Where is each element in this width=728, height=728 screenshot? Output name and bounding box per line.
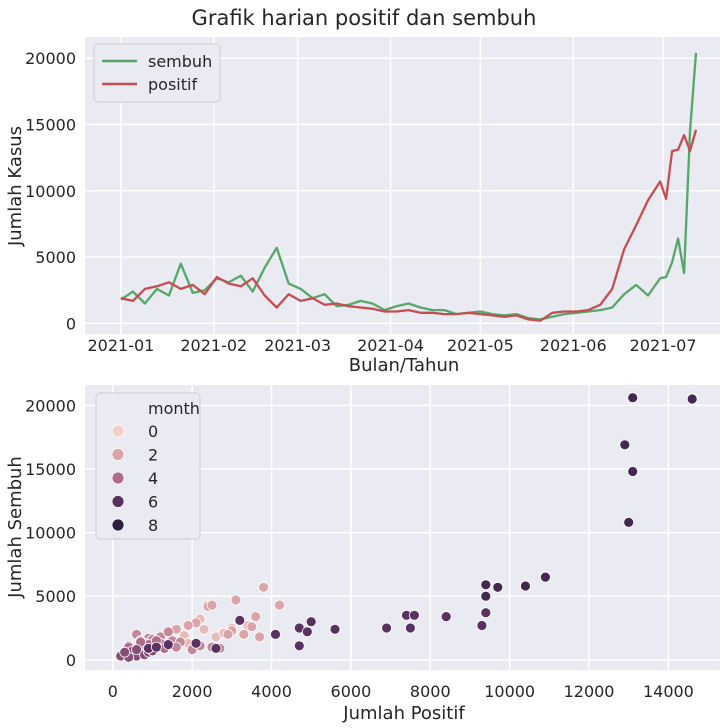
legend-swatch-month-2 <box>111 448 125 461</box>
legend-label-month-2: 2 <box>148 446 158 465</box>
scatter-point <box>238 629 250 640</box>
scatter-chart-x-label: Jumlah Positif <box>342 703 465 724</box>
scatter-point <box>230 594 242 606</box>
y-tick-label: 20000 <box>25 396 76 415</box>
scatter-point <box>381 622 393 634</box>
scatter-point <box>619 439 631 451</box>
scatter-chart-y-label: Jumlah Sembuh <box>5 456 26 599</box>
scatter-point <box>627 392 639 404</box>
series-line-positif <box>120 129 698 322</box>
scatter-point <box>492 581 504 593</box>
x-tick-label: 2021-06 <box>540 336 607 355</box>
line-chart-x-label: Bulan/Tahun <box>349 355 460 376</box>
x-tick-label: 8000 <box>410 682 451 701</box>
scatter-point <box>131 644 143 655</box>
scatter-point <box>206 599 218 611</box>
scatter-point <box>627 466 639 477</box>
scatter-point <box>404 622 416 634</box>
figure-title: Grafik harian positif dan sembuh <box>192 6 537 30</box>
scatter-chart-x-ticks: 0 2000 4000 6000 8000 10000 12000 14000 <box>108 682 694 701</box>
scatter-point <box>480 579 492 591</box>
scatter-point <box>274 599 285 611</box>
scatter-point <box>258 581 270 593</box>
line-chart-series <box>120 52 698 322</box>
line-chart-y-label: Jumlah Kasus <box>5 126 26 247</box>
scatter-point <box>210 643 222 654</box>
x-tick-label: 10000 <box>484 682 535 701</box>
scatter-point <box>440 611 452 622</box>
scatter-point <box>480 590 492 602</box>
y-tick-label: 0 <box>66 651 76 670</box>
x-tick-label: 0 <box>108 682 118 701</box>
legend-label-month-4: 4 <box>148 469 158 488</box>
scatter-point <box>150 641 162 653</box>
scatter-point <box>293 640 305 652</box>
scatter-chart: 0 2000 4000 6000 8000 10000 12000 14000 0 5000 10… <box>5 385 720 724</box>
scatter-chart-legend: month 0 2 4 6 8 <box>95 392 201 540</box>
scatter-point <box>408 609 420 621</box>
scatter-point <box>270 629 281 640</box>
scatter-point <box>234 615 246 626</box>
scatter-point <box>305 616 317 628</box>
scatter-point <box>623 517 635 528</box>
line-chart: 2021-01 2021-02 2021-03 2021-04 2021-05 2021-… <box>5 37 720 376</box>
y-tick-label: 0 <box>66 314 76 333</box>
x-tick-label: 2021-05 <box>447 336 514 355</box>
scatter-point <box>520 580 531 592</box>
x-tick-label: 2021-01 <box>88 336 155 355</box>
legend-swatch-month-8 <box>111 518 125 532</box>
y-tick-label: 20000 <box>25 49 76 68</box>
legend-swatch-month-4 <box>111 471 125 485</box>
scatter-point <box>480 607 492 619</box>
line-chart-legend: sembuh positif <box>93 43 221 103</box>
scatter-point <box>250 611 262 622</box>
scatter-point <box>190 637 202 649</box>
scatter-point <box>119 646 131 658</box>
scatter-point <box>540 571 551 583</box>
scatter-point <box>246 621 258 633</box>
legend-label-month-0: 0 <box>148 422 158 441</box>
scatter-point <box>198 623 210 635</box>
y-tick-label: 15000 <box>25 460 76 479</box>
scatter-point <box>686 393 698 405</box>
scatter-point <box>162 639 174 650</box>
line-chart-grid <box>85 37 720 334</box>
scatter-point <box>222 629 234 640</box>
x-tick-label: 2021-03 <box>264 336 331 355</box>
scatter-chart-y-ticks: 0 5000 10000 15000 20000 <box>25 396 76 669</box>
y-tick-label: 10000 <box>25 524 76 543</box>
y-tick-label: 10000 <box>25 182 76 201</box>
legend-label-sembuh: sembuh <box>148 52 212 71</box>
x-tick-label: 2000 <box>172 682 213 701</box>
x-tick-label: 2021-02 <box>180 336 247 355</box>
legend-label-month-8: 8 <box>148 516 158 535</box>
line-chart-legend-box <box>93 43 221 103</box>
legend-swatch-month-6 <box>111 495 125 508</box>
scatter-point <box>182 620 194 631</box>
scatter-point <box>301 626 313 638</box>
x-tick-label: 2021-07 <box>630 336 697 355</box>
x-tick-label: 4000 <box>251 682 292 701</box>
scatter-point <box>254 631 266 643</box>
x-tick-label: 6000 <box>331 682 372 701</box>
y-tick-label: 5000 <box>35 248 76 267</box>
x-tick-label: 2021-04 <box>357 336 424 355</box>
legend-label-positif: positif <box>148 75 197 94</box>
legend-label-month-6: 6 <box>148 493 158 512</box>
scatter-point <box>329 623 341 635</box>
scatter-chart-points <box>115 392 698 663</box>
x-tick-label: 14000 <box>643 682 694 701</box>
x-tick-label: 12000 <box>564 682 615 701</box>
y-tick-label: 5000 <box>35 587 76 606</box>
line-chart-y-ticks: 0 5000 10000 15000 20000 <box>25 49 76 333</box>
scatter-point <box>476 620 488 631</box>
y-tick-label: 15000 <box>25 116 76 135</box>
line-chart-x-ticks: 2021-01 2021-02 2021-03 2021-04 2021-05 2021-… <box>88 336 697 355</box>
legend-swatch-month-0 <box>111 424 125 438</box>
legend-title-month: month <box>148 399 200 418</box>
scatter-point <box>162 626 174 638</box>
